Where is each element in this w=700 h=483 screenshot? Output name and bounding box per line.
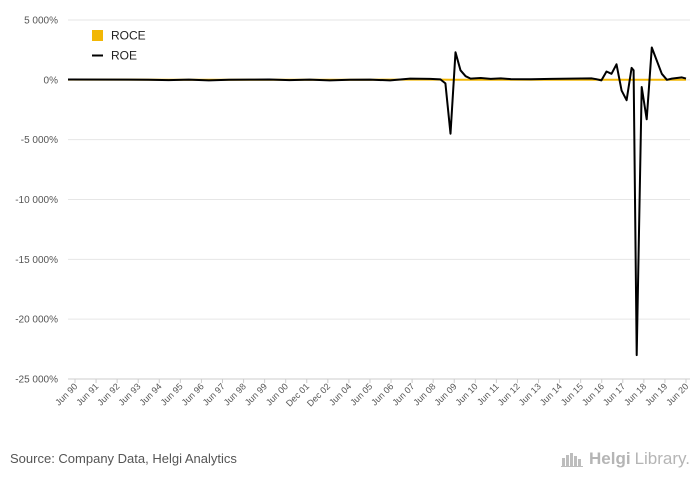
- x-tick-label: Jun 93: [116, 381, 142, 407]
- series-line-roe: [67, 46, 687, 357]
- y-axis: 5 000% 0% -5 000% -10 000% -15 000% -20 000% -…: [15, 16, 58, 386]
- legend-swatch-roce: [92, 30, 103, 41]
- x-tick-label: Jun 96: [180, 381, 206, 407]
- x-tick-label: Jun 04: [327, 381, 353, 407]
- y-tick-label: -20 000%: [15, 315, 58, 326]
- x-tick-label: Jun 19: [643, 381, 669, 407]
- y-tick-label: -15 000%: [15, 255, 58, 266]
- x-tick-label: Jun 12: [496, 381, 522, 407]
- x-tick-label: Jun 08: [411, 381, 437, 407]
- x-tick-label: Jun 09: [432, 381, 458, 407]
- y-tick-label: -10 000%: [15, 195, 58, 206]
- x-tick-label: Jun 99: [243, 381, 269, 407]
- y-tick-label: 0%: [44, 75, 59, 86]
- x-tick-label: Jun 07: [390, 381, 416, 407]
- x-tick-label: Jun 18: [622, 381, 648, 407]
- x-tick-label: Jun 94: [138, 381, 164, 407]
- legend: ROCE ROE: [92, 29, 146, 63]
- x-tick-label: Jun 14: [538, 381, 564, 407]
- x-tick-label: Jun 97: [201, 381, 227, 407]
- library-logo-icon: [561, 453, 583, 467]
- x-tick-label: Jun 05: [348, 381, 374, 407]
- x-tick-label: Jun 91: [74, 381, 100, 407]
- x-tick-label: Jun 20: [664, 381, 690, 407]
- x-tick-label: Jun 15: [559, 381, 585, 407]
- x-tick-label: Jun 98: [222, 381, 248, 407]
- y-tick-label: 5 000%: [24, 16, 58, 27]
- x-tick-label: Jun 10: [454, 381, 480, 407]
- brand-suffix: Library.: [634, 449, 690, 468]
- x-tick-label: Jun 16: [580, 381, 606, 407]
- x-tick-label: Jun 13: [517, 381, 543, 407]
- legend-label-roe: ROE: [111, 49, 137, 63]
- source-note: Source: Company Data, Helgi Analytics: [10, 451, 237, 466]
- plot-area: [67, 46, 687, 357]
- helgi-library-logo: Helgi Library.: [561, 449, 690, 469]
- legend-label-roce: ROCE: [111, 29, 146, 43]
- x-tick-label: Jun 17: [601, 381, 627, 407]
- x-tick-label: Jun 11: [475, 381, 501, 407]
- y-tick-label: -5 000%: [21, 135, 58, 146]
- x-tick-label: Jun 06: [369, 381, 395, 407]
- x-tick-label: Jun 95: [159, 381, 185, 407]
- grid: [68, 19, 690, 380]
- brand-prefix: Helgi: [589, 449, 631, 468]
- x-tick-label: Dec 02: [305, 381, 332, 408]
- x-tick-label: Jun 92: [95, 381, 121, 407]
- y-tick-label: -25 000%: [15, 375, 58, 386]
